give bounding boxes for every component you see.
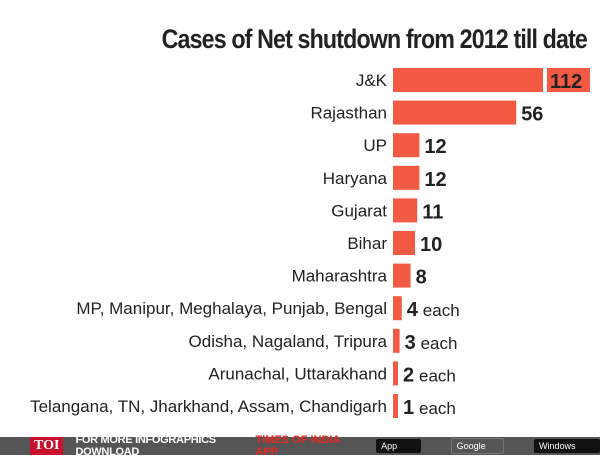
value-suffix: each bbox=[419, 399, 456, 418]
value-label: 56 bbox=[521, 104, 543, 126]
windows-phone-badge[interactable]: Windows Phone bbox=[533, 439, 600, 465]
category-label: Gujarat bbox=[331, 201, 387, 220]
category-label: MP, Manipur, Meghalaya, Punjab, Bengal bbox=[76, 299, 387, 318]
category-label: Maharashtra bbox=[292, 267, 388, 286]
bar bbox=[393, 361, 398, 386]
category-label: Haryana bbox=[323, 169, 388, 188]
category-label: Odisha, Nagaland, Tripura bbox=[189, 332, 388, 351]
bar bbox=[393, 198, 418, 223]
category-label: Rajasthan bbox=[310, 104, 387, 123]
value-label: 11 bbox=[422, 201, 443, 223]
bar bbox=[393, 231, 415, 255]
toi-logo: TOI bbox=[30, 437, 64, 455]
category-label: Telangana, TN, Jharkhand, Assam, Chandig… bbox=[30, 397, 387, 416]
bar bbox=[393, 165, 420, 190]
value-suffix: each bbox=[421, 334, 458, 353]
value-label: 4 bbox=[407, 299, 419, 321]
value-suffix: each bbox=[423, 301, 460, 320]
google-play-badge[interactable]: Google play bbox=[450, 438, 504, 465]
value-label: 3 bbox=[405, 332, 416, 354]
value-label: 112 bbox=[550, 71, 582, 93]
footer-text: FOR MORE INFOGRAPHICS DOWNLOAD bbox=[75, 434, 216, 458]
bar bbox=[393, 263, 411, 288]
value-label-box bbox=[547, 68, 590, 92]
bar bbox=[393, 133, 420, 158]
bar bbox=[393, 328, 400, 353]
footer-banner: TOI FOR MORE INFOGRAPHICS DOWNLOAD TIMES… bbox=[0, 434, 600, 465]
bar bbox=[393, 296, 402, 321]
bar bbox=[393, 394, 398, 418]
bar bbox=[393, 100, 517, 125]
value-suffix: each bbox=[419, 366, 456, 385]
category-label: Arunachal, Uttarakhand bbox=[208, 364, 387, 383]
bar bbox=[393, 68, 543, 92]
value-label: 1 bbox=[403, 397, 414, 419]
footer-app-name: TIMES OF INDIA APP bbox=[255, 434, 341, 458]
category-label: Bihar bbox=[347, 234, 387, 253]
value-label: 12 bbox=[424, 136, 446, 158]
chart-title: Cases of Net shutdown from 2012 till dat… bbox=[161, 24, 588, 54]
value-label: 10 bbox=[420, 234, 442, 256]
category-label: UP bbox=[363, 136, 387, 155]
value-label: 12 bbox=[424, 169, 446, 191]
value-label: 8 bbox=[416, 267, 427, 289]
category-label: J&K bbox=[356, 71, 388, 90]
app-store-badge[interactable]: App Store bbox=[376, 439, 421, 465]
value-label: 2 bbox=[403, 364, 414, 386]
